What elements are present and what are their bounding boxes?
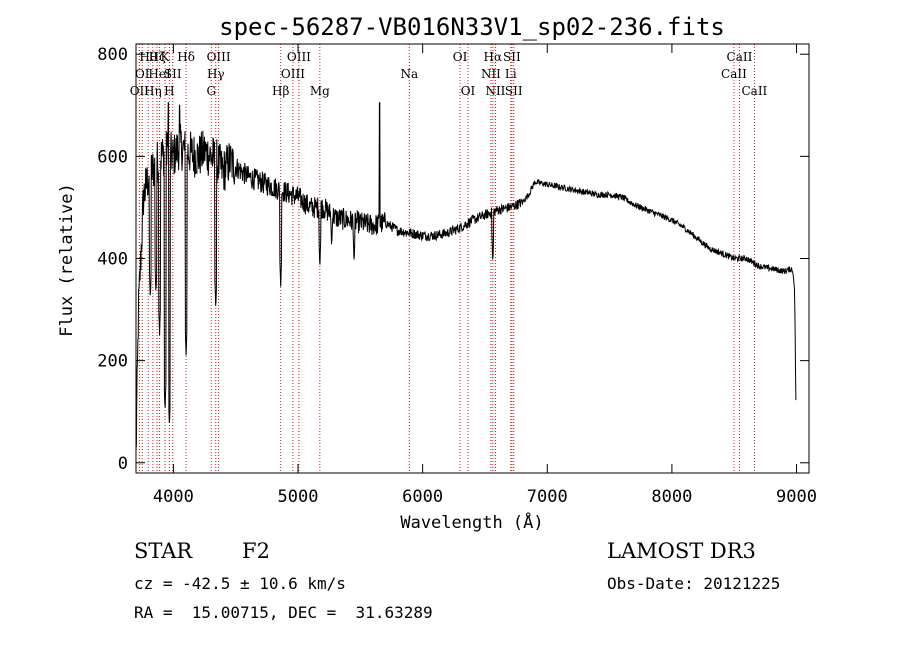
spectral-line-label: NII	[481, 67, 501, 81]
x-tick-label: 9000	[776, 487, 817, 507]
spectral-line-label: OIII	[207, 50, 231, 64]
coordinates-readout: RA = 15.00715, DEC = 31.63289	[134, 603, 433, 622]
redshift-readout: cz = -42.5 ± 10.6 km/s	[134, 574, 346, 593]
x-axis-ticks: 4000 5000 6000 7000 8000 9000	[153, 44, 817, 507]
spectral-line-label: G	[206, 84, 216, 98]
spectrum-chart: spec-56287-VB016N33V1_sp02-236.fits OIIO…	[57, 13, 817, 533]
spectral-line-label: Hβ	[272, 84, 289, 98]
x-axis-label: Wavelength (Å)	[400, 511, 543, 533]
spectral-line-label: K	[161, 50, 171, 64]
x-tick-label: 4000	[153, 487, 194, 507]
survey-name: LAMOST DR3	[607, 539, 756, 563]
x-tick-label: 8000	[651, 487, 692, 507]
x-tick-label: 6000	[402, 487, 443, 507]
spectral-line-label: CaII	[727, 50, 753, 64]
spectral-line-markers	[138, 44, 755, 473]
x-tick-label: 7000	[527, 487, 568, 507]
spectral-line-label: Hζ	[149, 50, 166, 64]
object-subclass: F2	[242, 539, 270, 563]
spectral-line-label: SII	[505, 84, 523, 98]
spectral-line-label: Mg	[310, 84, 330, 98]
object-class: STAR	[134, 539, 193, 563]
y-axis-label: Flux (relative)	[57, 183, 77, 337]
spectral-line-label: CaII	[741, 84, 767, 98]
spectral-line-label: OI	[135, 67, 150, 81]
spectral-line-label: Hγ	[207, 67, 225, 81]
spectral-line-label: Na	[400, 67, 418, 81]
spectral-line-label: OIII	[287, 50, 311, 64]
spectral-line-labels: OII OI Hθ Hη Hζ HeI K H SII Hδ G Hγ OIII Hβ OIII OIII Mg…	[130, 50, 768, 98]
y-tick-label: 600	[97, 147, 128, 167]
x-tick-label: 5000	[278, 487, 319, 507]
spectral-line-label: SII	[164, 67, 182, 81]
y-tick-label: 200	[97, 352, 128, 372]
y-axis-ticks: 0 200 400 600 800	[97, 45, 809, 474]
spectral-line-label: Hη	[144, 84, 162, 98]
spectral-line-label: SII	[503, 50, 521, 64]
spectral-line-label: HeI	[148, 67, 171, 81]
spectrum-line	[135, 102, 797, 451]
observation-date: Obs-Date: 20121225	[607, 574, 781, 593]
chart-title: spec-56287-VB016N33V1_sp02-236.fits	[219, 13, 725, 41]
spectral-line-label: OIII	[281, 67, 305, 81]
spectral-line-label: OI	[453, 50, 468, 64]
y-tick-label: 800	[97, 45, 128, 65]
spectral-line-label: NII	[485, 84, 505, 98]
spectral-line-label: Hδ	[177, 50, 195, 64]
spectral-line-label: Li	[505, 67, 517, 81]
y-tick-label: 400	[97, 250, 128, 270]
spectral-line-label: Hθ	[139, 50, 157, 64]
spectral-line-label: CaII	[721, 67, 747, 81]
spectral-line-label: Hα	[484, 50, 503, 64]
y-tick-label: 0	[118, 454, 128, 474]
spectral-line-label: H	[164, 84, 174, 98]
plot-frame	[135, 43, 810, 474]
spectral-line-label: OII	[130, 84, 150, 98]
spectral-line-label: OI	[461, 84, 476, 98]
